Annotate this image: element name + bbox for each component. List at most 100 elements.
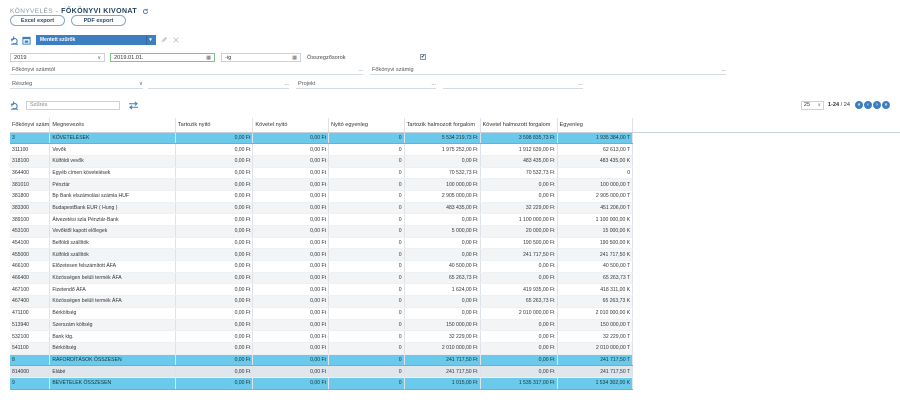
table-row[interactable]: 541100 Bérköltség 0,00 Ft 0,00 Ft 0 2 010 000…: [10, 342, 900, 355]
ledger-from-browse[interactable]: ...: [358, 67, 363, 73]
cell-t-turn: 65 263,73 Ft: [404, 272, 481, 285]
table-row[interactable]: 383300 BudapestBank EUR ( Hung ) 0,00 Ft 0,…: [10, 202, 900, 215]
breadcrumb[interactable]: KÖNYVELÉS: [10, 7, 53, 15]
table-row[interactable]: 814000 Elábé 0,00 Ft 0,00 Ft 0 241 717,50 Ft 0…: [10, 365, 900, 378]
cell-k-turn: 0,00 Ft: [480, 178, 558, 191]
ledger-to-browse[interactable]: ...: [721, 67, 726, 73]
cell-spacer: [632, 295, 900, 308]
cell-open-bal: 0: [328, 202, 405, 215]
cell-k-turn: 0,00 Ft: [480, 342, 558, 355]
pagination: 25 ∨ 1-24 / 24 « ‹ › »: [800, 100, 890, 110]
year-select[interactable]: 2019 ∨: [10, 53, 105, 62]
cell-spacer: [632, 260, 900, 273]
cell-k-turn: 70 532,73 Ft: [480, 167, 558, 180]
table-row[interactable]: 532100 Bank ktg. 0,00 Ft 0,00 Ft 0 32 229,00 …: [10, 330, 900, 343]
column-header[interactable]: Megnevezés: [49, 118, 176, 133]
cell-acc: 814000: [10, 365, 51, 378]
cell-spacer: [632, 213, 900, 226]
chevron-down-icon: ∨: [817, 102, 821, 107]
cell-k-turn: 3 598 835,73 Ft: [480, 132, 558, 145]
excel-export-button[interactable]: Excel export: [10, 15, 65, 26]
table-row[interactable]: 381800 Bp Bank elszámolási számla HUF 0,00…: [10, 190, 900, 203]
table-row[interactable]: 454100 Belföldi szállítók 0,00 Ft 0,00 Ft 0 0…: [10, 237, 900, 250]
cell-name: Bérköltség: [49, 307, 176, 320]
cell-open-bal: 0: [328, 283, 405, 297]
table-row[interactable]: 9 BEVÉTELEK ÖSSZESEN 0,00 Ft 0,00 Ft 0 1 015,…: [10, 377, 900, 390]
table-row[interactable]: 364400 Egyéb címen követelések 0,00 Ft 0,00…: [10, 167, 900, 180]
project-value-browse[interactable]: ...: [578, 81, 583, 87]
cell-name: KÖVETELÉSEK: [49, 132, 176, 145]
cell-t-turn: 1 624,00 Ft: [404, 283, 481, 297]
cell-t-open: 0,00 Ft: [175, 155, 254, 168]
project-value-field[interactable]: ...: [443, 80, 583, 89]
table-row[interactable]: 8 RÁFORDÍTÁSOK ÖSSZESEN 0,00 Ft 0,00 Ft 0 241…: [10, 354, 900, 367]
edit-icon[interactable]: [160, 36, 168, 44]
table-row[interactable]: 455000 Külföldi szállítók 0,00 Ft 0,00 Ft 0 0…: [10, 248, 900, 262]
table-row[interactable]: 466100 Előzetesen felszámított ÁFA 0,00 Ft…: [10, 260, 900, 273]
totals-checkbox[interactable]: ✔: [420, 54, 426, 60]
part-value-field[interactable]: ...: [148, 80, 289, 89]
table-row[interactable]: 3 KÖVETELÉSEK 0,00 Ft 0,00 Ft 0 5 534 219,73 …: [10, 132, 900, 145]
cell-name: Belföldi szállítók: [49, 237, 176, 250]
column-header[interactable]: Tartozik nyitó: [175, 118, 254, 133]
last-page-icon[interactable]: »: [882, 101, 890, 109]
reset-icon[interactable]: [10, 100, 19, 110]
search-input[interactable]: Szűrés: [26, 100, 120, 110]
table-row[interactable]: 513940 Szerszám költség 0,00 Ft 0,00 Ft 0 150…: [10, 319, 900, 332]
cell-bal: 40 500,00 T: [557, 260, 634, 273]
cell-t-open: 0,00 Ft: [175, 377, 254, 390]
cell-acc: 454100: [10, 237, 51, 250]
page-size-select[interactable]: 25 ∨: [800, 100, 824, 110]
refresh-icon[interactable]: [142, 8, 149, 15]
next-page-icon[interactable]: ›: [873, 101, 881, 109]
swap-arrows-icon[interactable]: [128, 101, 139, 110]
cell-t-open: 0,00 Ft: [175, 295, 254, 308]
column-header[interactable]: Követel nyitó: [252, 118, 329, 133]
cell-t-open: 0,00 Ft: [175, 143, 254, 156]
table-row[interactable]: 453100 Vevőktől kapott előlegek 0,00 Ft 0,0…: [10, 225, 900, 238]
ledger-to-field[interactable]: Főkönyvi számig ...: [370, 66, 726, 75]
table-row[interactable]: 311100 Vevők 0,00 Ft 0,00 Ft 0 1 975 252,00 F…: [10, 143, 900, 156]
project-select[interactable]: Projekt ...: [296, 80, 436, 89]
column-header[interactable]: Tartozik halmozott forgalom: [404, 118, 481, 133]
table-row[interactable]: 318100 Külföldi vevők 0,00 Ft 0,00 Ft 0 0,00 …: [10, 155, 900, 168]
prev-page-icon[interactable]: ‹: [864, 101, 872, 109]
cell-t-turn: 0,00 Ft: [404, 213, 481, 226]
cell-t-turn: 2 010 000,00 Ft: [404, 342, 481, 355]
table-row[interactable]: 467100 Fizetendő ÁFA 0,00 Ft 0,00 Ft 0 1 624,…: [10, 283, 900, 297]
saved-filters-select[interactable]: Mentett szűrők ▾: [36, 35, 156, 45]
close-icon[interactable]: [172, 36, 180, 44]
column-header[interactable]: Egyenleg: [557, 118, 634, 133]
date-to-field[interactable]: -ig ▦: [221, 53, 301, 62]
table-row[interactable]: 466400 Közösségen belüli termék ÁFA 0,00 F…: [10, 272, 900, 285]
ledger-from-field[interactable]: Főkönyvi számtól ...: [10, 66, 363, 75]
calendar-icon[interactable]: [22, 36, 31, 45]
cell-k-open: 0,00 Ft: [252, 354, 329, 367]
cell-t-open: 0,00 Ft: [175, 167, 254, 180]
pdf-export-button[interactable]: PDF export: [71, 15, 126, 26]
table-row[interactable]: 381010 Pénztár 0,00 Ft 0,00 Ft 0 100 000,00 F…: [10, 178, 900, 191]
part-browse[interactable]: ...: [284, 81, 289, 87]
reset-filter-icon[interactable]: [10, 35, 19, 45]
column-header[interactable]: Követel halmozott forgalom: [480, 118, 558, 133]
cell-acc: 466100: [10, 260, 51, 273]
year-value: 2019: [14, 54, 27, 61]
project-browse[interactable]: ...: [431, 81, 436, 87]
cell-t-turn: 483 435,00 Ft: [404, 202, 481, 215]
first-page-icon[interactable]: «: [855, 101, 863, 109]
cell-spacer: [632, 377, 900, 390]
column-header[interactable]: Főkönyvi szám: [10, 118, 51, 133]
table-row[interactable]: 389100 Átvezetési szla Pénztár-Bank 0,00 F…: [10, 213, 900, 226]
cell-spacer: [632, 132, 900, 144]
part-select[interactable]: Részleg ∨: [10, 80, 143, 89]
cell-acc: 532100: [10, 330, 51, 343]
table-row[interactable]: 467400 Közösségen belüli termék ÁFA 0,00 F…: [10, 295, 900, 308]
column-header[interactable]: Nyitó egyenleg: [328, 118, 405, 133]
cell-t-open: 0,00 Ft: [175, 260, 254, 273]
cell-open-bal: 0: [328, 260, 405, 273]
date-from-field[interactable]: 2019.01.01. ▦: [110, 53, 215, 62]
table-row[interactable]: 471100 Bérköltség 0,00 Ft 0,00 Ft 0 0,00 Ft 2 …: [10, 307, 900, 320]
ledger-to-placeholder: Főkönyvi számig: [372, 67, 414, 73]
cell-name: BEVÉTELEK ÖSSZESEN: [49, 377, 176, 390]
search-row: Szűrés: [10, 100, 139, 110]
